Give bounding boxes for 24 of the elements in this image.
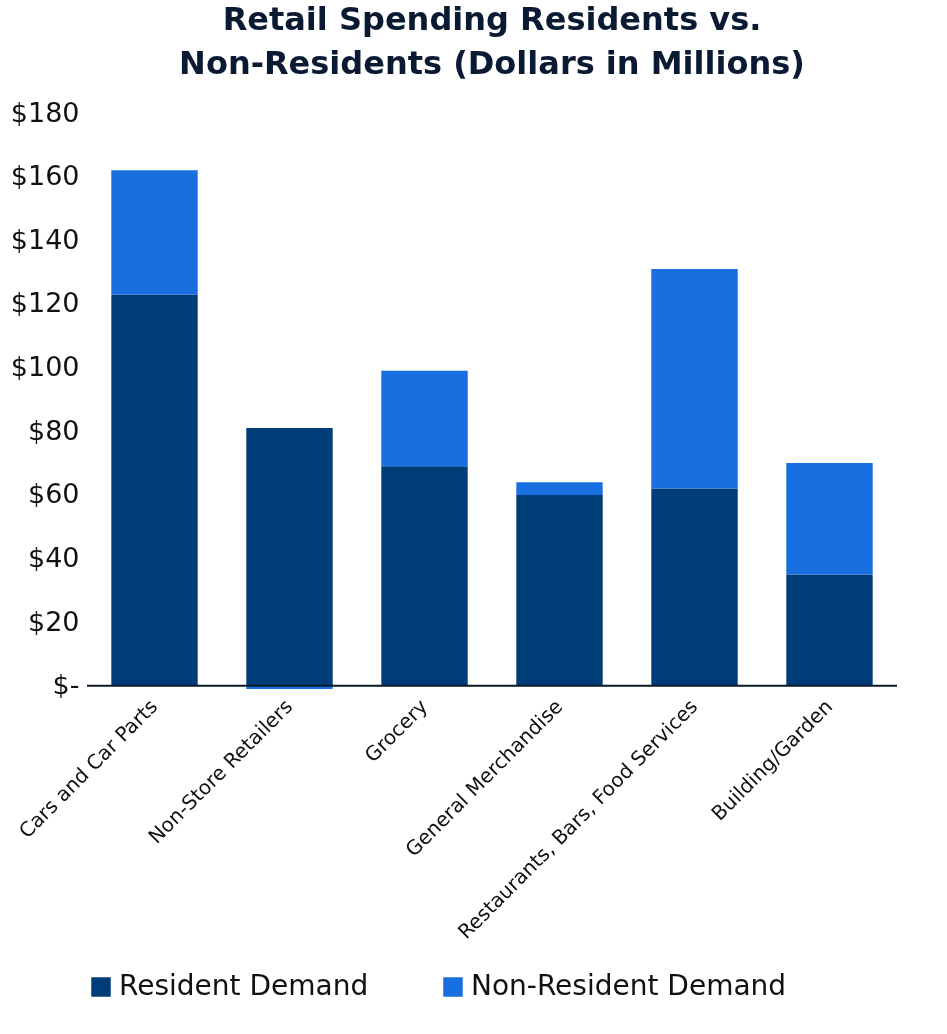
bar [651,488,738,686]
y-tick-label: $120 [10,287,80,319]
bar [651,268,738,489]
bar [381,466,468,686]
bar [516,482,603,495]
bar [786,463,873,575]
y-tick-label: $20 [27,605,80,637]
legend-label: Resident Demand [119,969,369,1002]
bar [516,494,603,686]
y-tick-label: $60 [27,478,80,510]
y-tick-label: $80 [27,414,80,446]
y-tick-label: $100 [10,351,80,383]
bar [111,294,198,686]
y-tick-label: $140 [10,223,80,255]
legend-label: Non-Resident Demand [471,969,787,1002]
bar [786,574,873,686]
y-tick-label: $40 [27,542,80,574]
bar [246,428,333,686]
y-tick-label: $180 [10,96,80,128]
bar [381,370,468,467]
chart-title: Retail Spending Residents vs. Non-Residents (Dollars in Millions) [179,0,805,82]
y-tick-label: $- [52,669,80,701]
y-tick-label: $160 [10,160,80,192]
bar [111,170,198,295]
